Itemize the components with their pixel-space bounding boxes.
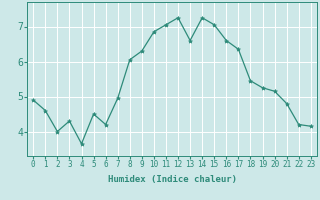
X-axis label: Humidex (Indice chaleur): Humidex (Indice chaleur) — [108, 175, 236, 184]
